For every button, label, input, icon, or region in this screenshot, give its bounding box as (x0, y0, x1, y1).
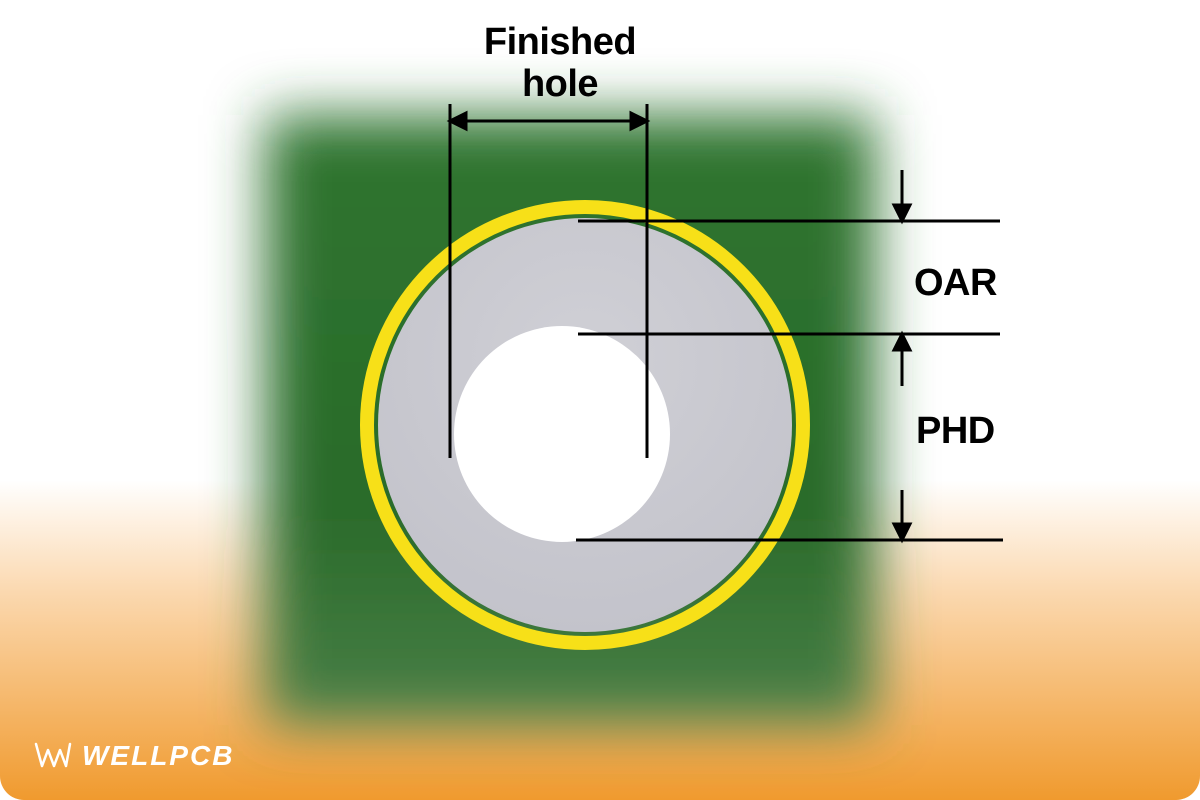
label-oar: OAR (914, 262, 997, 305)
logo-text: WELLPCB (82, 740, 234, 772)
label-finished-line2: hole (522, 63, 598, 105)
brand-logo: WELLPCB (32, 736, 234, 776)
finished-hole (454, 326, 670, 542)
logo-icon (32, 736, 72, 776)
label-phd: PHD (916, 410, 995, 453)
label-finished-line1: Finished (484, 21, 636, 63)
label-finished-hole: Finished hole (460, 22, 660, 106)
diagram-card: Finished hole OAR PHD WELLPCB (0, 0, 1200, 800)
pcb-diagram (0, 0, 1200, 800)
